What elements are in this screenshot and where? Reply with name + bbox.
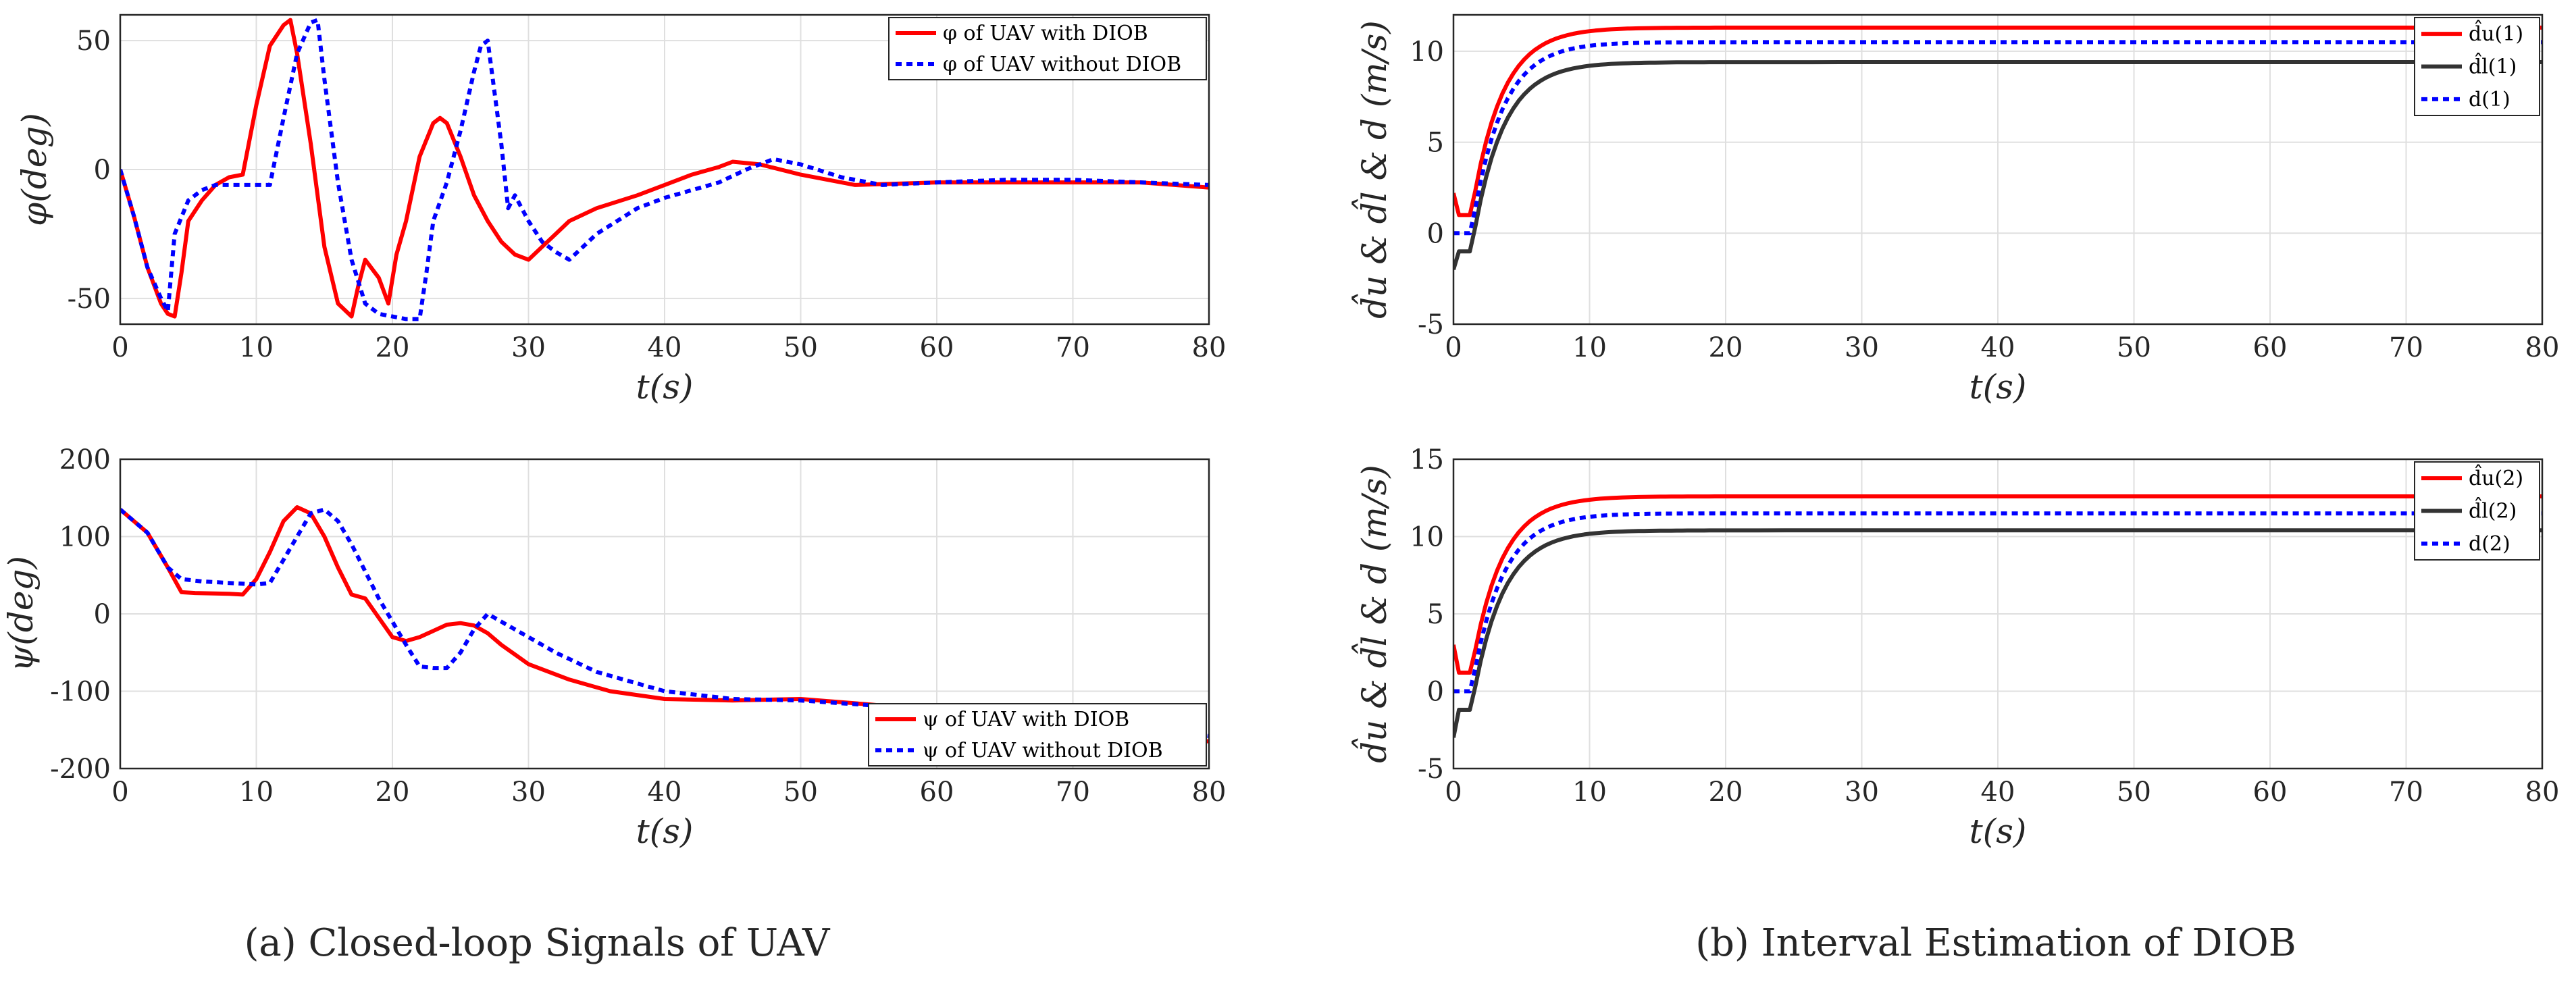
legend-label: ψ of UAV without DIOB	[923, 739, 1163, 762]
legend-label: ψ of UAV with DIOB	[923, 708, 1129, 731]
x-tick-label: 50	[783, 332, 818, 363]
y-axis-label: d̂u & d̂l & d (m/s)	[1351, 465, 1394, 763]
x-tick-label: 80	[1192, 777, 1227, 808]
series-line	[1453, 494, 2542, 675]
y-tick-label: 0	[1427, 677, 1444, 708]
x-tick-label: 10	[239, 332, 274, 363]
legend-box	[888, 17, 1207, 80]
x-tick-label: 30	[1845, 332, 1879, 363]
x-tick-label: 40	[1981, 777, 2015, 808]
series-line	[1453, 511, 2542, 694]
legend-label: d(2)	[2469, 532, 2510, 556]
x-tick-label: 70	[2389, 777, 2423, 808]
legend-label: d̂l(1)	[2469, 53, 2517, 79]
x-tick-label: 60	[2253, 777, 2288, 808]
x-axis-label: t(s)	[1969, 367, 2027, 407]
x-tick-label: 40	[648, 332, 682, 363]
x-tick-label: 70	[2389, 332, 2423, 363]
axes-box	[119, 458, 1210, 770]
y-tick-label: 50	[76, 26, 111, 57]
y-tick-label: 15	[1410, 444, 1444, 475]
x-tick-label: 20	[1709, 777, 1743, 808]
y-tick-label: 5	[1427, 599, 1444, 630]
legend: φ of UAV with DIOB φ of UAV without DIOB	[888, 17, 1207, 80]
y-tick-label: 0	[1427, 218, 1444, 249]
x-tick-label: 10	[239, 777, 274, 808]
x-tick-label: 50	[2117, 332, 2151, 363]
x-axis-label: t(s)	[1969, 812, 2027, 851]
legend-label: φ of UAV without DIOB	[943, 53, 1181, 76]
axes-box	[119, 14, 1210, 326]
x-tick-label: 0	[111, 777, 128, 808]
x-tick-label: 20	[1709, 332, 1743, 363]
x-tick-label: 0	[1445, 332, 1462, 363]
x-tick-label: 60	[920, 332, 954, 363]
x-tick-label: 50	[2117, 777, 2151, 808]
x-tick-label: 60	[920, 777, 954, 808]
x-tick-label: 50	[783, 777, 818, 808]
legend-label: d̂u(1)	[2469, 20, 2523, 47]
legend-box	[868, 703, 1207, 767]
x-tick-label: 0	[111, 332, 128, 363]
series-line	[1453, 528, 2542, 738]
series-line	[120, 18, 1209, 321]
x-tick-label: 80	[2525, 332, 2560, 363]
legend: d̂u(2) d̂l(2) d(2)	[2414, 461, 2540, 561]
x-tick-label: 30	[1845, 777, 1879, 808]
x-tick-label: 40	[1981, 332, 2015, 363]
x-tick-label: 30	[511, 332, 546, 363]
y-tick-label: -5	[1418, 309, 1444, 340]
x-tick-label: 10	[1572, 332, 1607, 363]
chart-psi: 0 10 20 30 40 50 60 70 80 -200 -100 0 100 200 t(s) ψ(de…	[1, 444, 1226, 851]
y-tick-label: -200	[50, 754, 111, 785]
x-tick-label: 60	[2253, 332, 2288, 363]
y-tick-label: 0	[94, 599, 111, 630]
series-line	[1453, 40, 2542, 236]
y-tick-label: -5	[1418, 754, 1444, 785]
caption-left: (a) Closed-loop Signals of UAV	[244, 921, 831, 965]
x-tick-label: 40	[648, 777, 682, 808]
legend: d̂u(1) d̂l(1) d(1)	[2414, 17, 2540, 116]
y-tick-label: -50	[68, 284, 111, 315]
legend-label: d(1)	[2469, 88, 2510, 111]
x-tick-label: 80	[1192, 332, 1227, 363]
x-tick-label: 70	[1056, 777, 1090, 808]
x-tick-label: 10	[1572, 777, 1607, 808]
legend: ψ of UAV with DIOB ψ of UAV without DIOB	[868, 703, 1207, 767]
legend-label: φ of UAV with DIOB	[943, 22, 1148, 45]
y-axis-label: ψ(deg)	[1, 556, 41, 672]
x-axis-label: t(s)	[636, 812, 694, 851]
x-axis-label: t(s)	[636, 367, 694, 407]
series-line	[1453, 60, 2542, 271]
y-axis-label: φ(deg)	[15, 113, 54, 226]
x-tick-label: 20	[376, 777, 410, 808]
caption-right: (b) Interval Estimation of DIOB	[1695, 921, 2296, 965]
axes-box	[1452, 14, 2544, 326]
y-axis-label: d̂u & d̂l & d (m/s)	[1351, 20, 1394, 319]
x-tick-label: 70	[1056, 332, 1090, 363]
x-tick-label: 30	[511, 777, 546, 808]
y-tick-label: 200	[59, 444, 111, 475]
series-line	[1453, 25, 2542, 217]
y-tick-label: 5	[1427, 128, 1444, 159]
y-tick-label: -100	[50, 677, 111, 708]
series-line	[120, 507, 1209, 738]
axes-box	[1452, 458, 2544, 770]
x-tick-label: 80	[2525, 777, 2560, 808]
y-tick-label: 10	[1410, 36, 1444, 68]
legend-label: d̂l(2)	[2469, 497, 2517, 523]
y-tick-label: 0	[94, 155, 111, 186]
legend-label: d̂u(2)	[2469, 465, 2523, 491]
x-tick-label: 0	[1445, 777, 1462, 808]
y-tick-label: 100	[59, 522, 111, 553]
y-tick-label: 10	[1410, 522, 1444, 553]
x-tick-label: 20	[376, 332, 410, 363]
